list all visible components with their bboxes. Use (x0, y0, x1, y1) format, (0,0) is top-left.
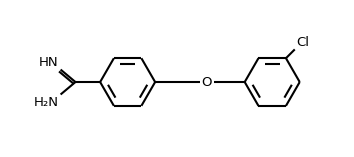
Text: HN: HN (39, 56, 58, 68)
Text: Cl: Cl (296, 36, 309, 49)
Text: H₂N: H₂N (34, 96, 58, 108)
Text: O: O (202, 76, 212, 89)
